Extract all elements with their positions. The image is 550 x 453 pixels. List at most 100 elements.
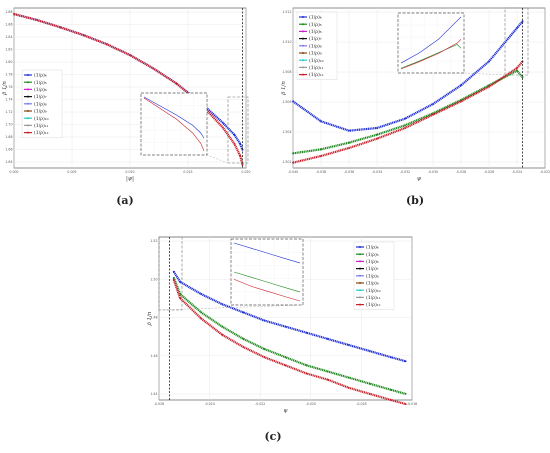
legend-label: (1/ρ)₆	[366, 258, 379, 265]
series-point	[239, 155, 242, 157]
legend-marker	[302, 66, 304, 69]
series-point	[404, 127, 406, 129]
series-point	[172, 278, 175, 281]
legend-marker	[27, 131, 29, 134]
series-point	[239, 142, 242, 145]
series-point	[404, 360, 407, 363]
series-point	[320, 148, 322, 151]
y-tick-label: 1.76	[5, 85, 12, 89]
series-point	[129, 54, 131, 56]
panel-caption: (b)	[406, 194, 424, 207]
panel-caption: (c)	[264, 430, 281, 443]
inset-frame	[397, 12, 465, 74]
x-tick-label: -0.024	[512, 170, 522, 174]
series-point	[200, 317, 203, 320]
y-tick-label: 1.506	[282, 100, 291, 104]
inset-plot	[397, 12, 465, 74]
y-axis-label: ρ̄ 1/n	[2, 81, 8, 96]
legend-label: (1/ρ)₁₁	[34, 122, 49, 129]
x-tick-label: -0.018	[356, 402, 366, 406]
x-tick-label: -0.034	[372, 170, 382, 174]
legend-marker	[27, 110, 29, 112]
series-point	[263, 348, 266, 350]
series-point	[390, 399, 392, 401]
inset-series-line	[143, 97, 205, 152]
x-tick-label: -0.036	[344, 170, 354, 174]
series-point	[404, 124, 406, 127]
legend-marker	[27, 88, 29, 91]
legend-marker	[27, 74, 29, 76]
y-tick-label: 1.502	[282, 160, 291, 164]
series-point	[82, 34, 85, 37]
y-tick-label: 1.82	[5, 48, 12, 52]
inset-series-line	[143, 96, 205, 139]
series-point	[152, 67, 155, 70]
legend-marker	[302, 59, 304, 62]
legend-marker	[359, 267, 361, 270]
x-tick-label: -0.030	[428, 170, 438, 174]
series-point	[376, 137, 378, 140]
zoom-connector	[206, 154, 229, 164]
y-tick-label: 1.504	[282, 130, 291, 134]
series-point	[263, 356, 266, 359]
series-point	[348, 129, 350, 132]
series-point	[432, 103, 434, 105]
x-tick-label: 0.015	[183, 170, 192, 174]
legend-label: (1/ρ)₅	[309, 21, 322, 28]
legend-marker	[27, 102, 29, 105]
series-point	[347, 386, 350, 389]
legend-marker	[359, 282, 361, 284]
series-point	[516, 67, 518, 69]
chart-1: -0.040 -0.038 -0.036 -0.034 -0.032 -0.030 -0.0…	[281, 7, 550, 207]
legend-label: (1/ρ)₁₂	[309, 71, 324, 78]
inset-plot	[140, 92, 208, 156]
legend-label: (1/ρ)₁₀	[366, 287, 381, 294]
legend: (1/ρ)₄(1/ρ)₅(1/ρ)₆(1/ρ)₇(1/ρ)₈(1/ρ)₉(1/ρ…	[21, 69, 63, 139]
series-point	[404, 403, 407, 405]
series-point	[233, 142, 236, 145]
series-point	[488, 60, 490, 63]
zoom-connector	[158, 304, 304, 311]
x-tick-label: -0.020	[306, 402, 316, 406]
series-point	[521, 20, 524, 23]
series-point	[221, 325, 224, 328]
series-point	[242, 346, 245, 348]
legend-marker	[302, 37, 304, 40]
series-point	[460, 100, 462, 103]
legend-label: (1/ρ)₆	[309, 28, 322, 35]
inset-series-line	[400, 16, 462, 64]
legend-marker	[359, 260, 361, 263]
series-point	[390, 356, 392, 359]
series-point	[292, 161, 294, 164]
legend-label: (1/ρ)₈	[366, 272, 379, 279]
series-point	[516, 27, 518, 29]
legend-marker	[27, 95, 29, 98]
series-point	[284, 325, 287, 328]
legend-marker	[302, 73, 304, 76]
legend-label: (1/ρ)₉	[366, 280, 379, 287]
legend-marker	[302, 30, 304, 33]
inset-series-line	[400, 44, 462, 69]
y-tick-label: 1.512	[282, 10, 291, 14]
legend-label: (1/ρ)₄	[309, 14, 322, 21]
y-tick-label: 1.72	[5, 110, 12, 114]
legend-label: (1/ρ)₉	[34, 108, 47, 115]
series-point	[368, 392, 371, 395]
legend-label: (1/ρ)₆	[34, 86, 47, 93]
series-point	[305, 331, 308, 334]
legend-label: (1/ρ)₄	[366, 244, 379, 251]
y-tick-label: 1.80	[5, 60, 12, 64]
series-point	[521, 76, 524, 79]
legend-label: (1/ρ)₇	[366, 265, 379, 272]
series-point	[263, 319, 266, 322]
x-axis-label: |ψ|	[126, 176, 134, 182]
legend-marker	[302, 23, 304, 26]
legend-marker	[359, 289, 361, 292]
x-tick-label: -0.026	[484, 170, 494, 174]
x-tick-label: -0.040	[288, 170, 298, 174]
legend: (1/ρ)₄(1/ρ)₅(1/ρ)₆(1/ρ)₇(1/ρ)₈(1/ρ)₉(1/ρ…	[296, 11, 338, 81]
series-point	[233, 133, 236, 136]
legend-label: (1/ρ)₁₁	[366, 294, 381, 301]
legend: (1/ρ)₄(1/ρ)₅(1/ρ)₆(1/ρ)₇(1/ρ)₈(1/ρ)₉(1/ρ…	[353, 241, 395, 311]
inset-series-line	[233, 278, 301, 302]
